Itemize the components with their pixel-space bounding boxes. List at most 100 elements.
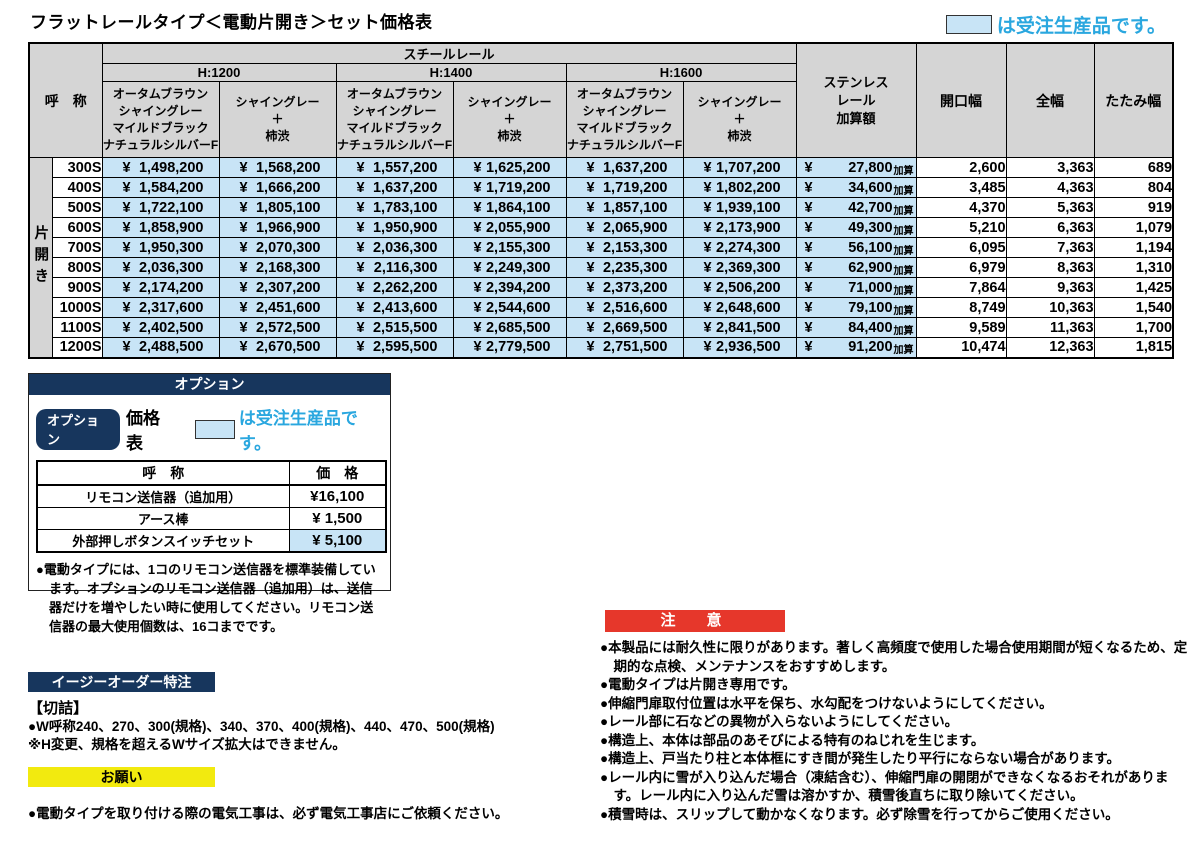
price-amount: 2,373,200 (602, 279, 668, 296)
header-name: 呼 称 (28, 42, 103, 158)
table-row: 700S ¥1,950,300 ¥2,070,300 ¥2,036,300 ¥2,155… (29, 237, 1174, 258)
yen-sign: ¥ (473, 159, 482, 176)
price-value: ¥2,070,300 (220, 240, 336, 256)
price-cell: ¥2,516,600 (565, 297, 684, 318)
fold-width-value: 1,815 (1093, 337, 1174, 358)
header-opening-width: 開口幅 (915, 42, 1007, 158)
fold-width-value: 804 (1093, 177, 1174, 198)
price-cell: ¥1,939,100 (682, 197, 797, 218)
yen-sign: ¥ (586, 199, 595, 216)
full-width-value: 10,363 (1005, 297, 1095, 318)
header-steel-rail: スチールレール (101, 42, 797, 64)
price-amount: 2,936,500 (716, 339, 781, 356)
option-header-price: 価 格 (288, 460, 387, 486)
price-value: ¥1,950,300 (103, 240, 219, 256)
header-stainless-rail: ステンレス レール 加算額 (795, 42, 917, 158)
full-width-value: 9,363 (1005, 277, 1095, 298)
price-amount: 2,262,200 (372, 279, 438, 296)
yen-sign: ¥ (122, 339, 131, 356)
price-value: ¥2,751,500 (567, 339, 683, 355)
price-cell: ¥2,394,200 (452, 277, 567, 298)
header-h1400: H:1400 (335, 63, 567, 82)
price-amount: 2,168,300 (255, 259, 321, 276)
price-cell: ¥2,173,900 (682, 217, 797, 238)
surcharge-suffix: 加算 (893, 185, 914, 197)
yen-sign: ¥ (356, 319, 365, 336)
option-table-row: アース棒 ¥ 1,500 (36, 507, 387, 530)
surcharge-suffix: 加算 (893, 345, 914, 357)
yen-sign: ¥ (703, 199, 712, 216)
yen-sign: ¥ (804, 279, 813, 296)
header-colors-kakishibu: シャイングレー ＋ 柿渋 (452, 81, 567, 158)
price-amount: 2,173,900 (716, 219, 781, 236)
surcharge-amount: 79,100 (848, 299, 893, 316)
yen-sign: ¥ (239, 279, 248, 296)
size-name: 600S (51, 217, 103, 238)
price-amount: 1,637,200 (372, 179, 438, 196)
price-amount: 2,451,600 (255, 299, 321, 316)
yen-sign: ¥ (239, 219, 248, 236)
size-name: 700S (51, 237, 103, 258)
fold-width-value: 1,540 (1093, 297, 1174, 318)
opening-width-value: 6,979 (915, 257, 1007, 278)
surcharge-amount: 56,100 (848, 239, 893, 256)
surcharge-amount: 49,300 (848, 219, 893, 236)
size-name: 400S (51, 177, 103, 198)
price-cell: ¥2,648,600 (682, 297, 797, 318)
size-name: 800S (51, 257, 103, 278)
price-value: ¥2,670,500 (220, 339, 336, 355)
price-amount: 2,307,200 (255, 279, 321, 296)
price-cell: ¥2,317,600 (101, 297, 220, 318)
yen-sign: ¥ (122, 239, 131, 256)
option-table-body: リモコン送信器（追加用） ¥16,100 アース棒 ¥ 1,500 外部押しボタンスイッ… (36, 484, 387, 553)
surcharge-amount: 27,800 (848, 159, 893, 176)
price-amount: 2,669,500 (602, 319, 668, 336)
yen-sign: ¥ (586, 219, 595, 236)
yen-sign: ¥ (356, 259, 365, 276)
price-amount: 2,572,500 (255, 319, 321, 336)
option-item-price: ¥ 1,500 (288, 507, 387, 530)
yen-sign: ¥ (703, 179, 712, 196)
yen-sign: ¥ (804, 259, 813, 276)
price-value: ¥2,317,600 (103, 300, 219, 316)
opening-width-value: 10,474 (915, 337, 1007, 358)
price-value: ¥2,155,300 (454, 240, 566, 256)
price-cell: ¥1,666,200 (218, 177, 337, 198)
price-cell: ¥1,719,200 (565, 177, 684, 198)
yen-sign: ¥ (473, 319, 482, 336)
price-amount: 1,939,100 (716, 199, 781, 216)
price-amount: 1,722,100 (138, 199, 204, 216)
table-row: 600S ¥1,858,900 ¥1,966,900 ¥1,950,900 ¥2,055… (29, 217, 1174, 238)
yen-sign: ¥ (239, 339, 248, 356)
yen-sign: ¥ (703, 339, 712, 356)
price-cell: ¥1,864,100 (452, 197, 567, 218)
option-section: オプション オプション 価格表 は受注生産品です。 呼 称 価 格 リモコン送信… (28, 373, 391, 634)
yen-sign: ¥ (122, 299, 131, 316)
yen-sign: ¥ (239, 159, 248, 176)
price-cell: ¥2,936,500 (682, 337, 797, 358)
fold-width-value: 1,425 (1093, 277, 1174, 298)
price-value: ¥2,544,600 (454, 300, 566, 316)
price-cell: ¥1,805,100 (218, 197, 337, 218)
price-value: ¥1,666,200 (220, 180, 336, 196)
price-amount: 2,055,900 (485, 219, 551, 236)
price-amount: 2,515,500 (372, 319, 438, 336)
row-group-label: 片開き (28, 157, 53, 358)
price-value: ¥2,174,200 (103, 280, 219, 296)
yen-sign: ¥ (356, 299, 365, 316)
yen-sign: ¥ (122, 259, 131, 276)
table-row: 1100S ¥2,402,500 ¥2,572,500 ¥2,515,500 ¥2,68… (29, 317, 1174, 338)
opening-width-value: 9,589 (915, 317, 1007, 338)
yen-sign: ¥ (586, 339, 595, 356)
price-cell: ¥2,307,200 (218, 277, 337, 298)
price-table: 呼 称 スチールレール ステンレス レール 加算額 開口幅 全幅 たたみ幅 H:… (28, 42, 1175, 359)
price-cell: ¥2,572,500 (218, 317, 337, 338)
yen-sign: ¥ (473, 219, 482, 236)
price-amount: 2,235,300 (602, 259, 668, 276)
size-name: 1100S (51, 317, 103, 338)
price-amount: 1,858,900 (138, 219, 204, 236)
header-full-width: 全幅 (1005, 42, 1095, 158)
price-amount: 2,070,300 (255, 239, 321, 256)
price-amount: 2,595,500 (372, 339, 438, 356)
option-note: ●電動タイプには、1コのリモコン送信器を標準装備しています。オプションのリモコン… (36, 562, 376, 634)
